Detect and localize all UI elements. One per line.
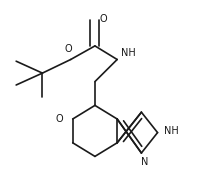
- Text: NH: NH: [164, 126, 179, 136]
- Text: O: O: [56, 114, 63, 124]
- Text: N: N: [141, 157, 148, 167]
- Text: O: O: [99, 14, 107, 24]
- Text: O: O: [65, 44, 73, 54]
- Text: NH: NH: [121, 48, 136, 58]
